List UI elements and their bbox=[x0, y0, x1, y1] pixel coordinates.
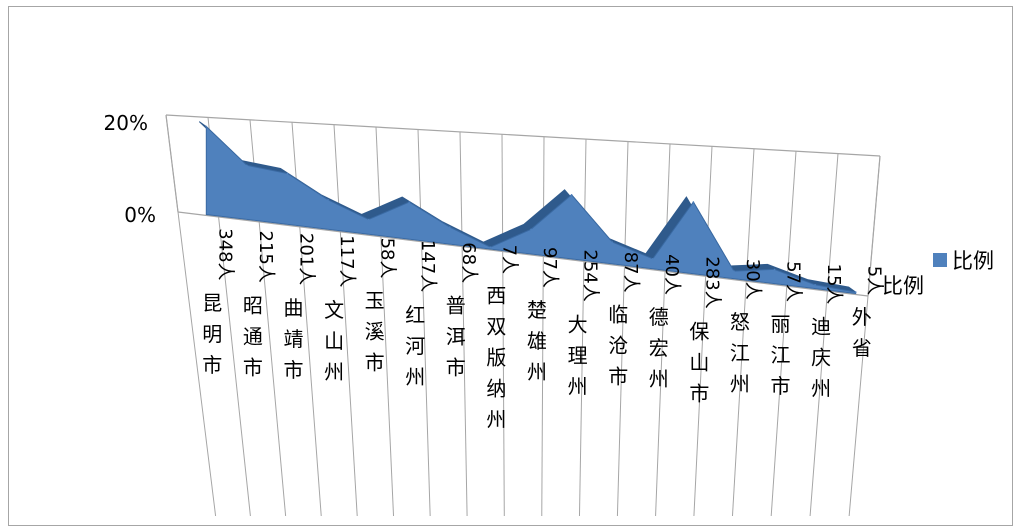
area-point bbox=[692, 201, 695, 203]
y-axis: 20% 0% bbox=[104, 111, 156, 227]
category-name-label: 大理州 bbox=[568, 312, 588, 398]
category-name-label: 保山市 bbox=[689, 319, 709, 405]
category-count-label: 201人 bbox=[296, 233, 317, 285]
category-name-label: 普洱市 bbox=[446, 293, 466, 379]
category-name-label: 昆明市 bbox=[202, 291, 222, 377]
category-count-label: 68人 bbox=[458, 242, 479, 283]
legend-label: 比例 bbox=[952, 249, 994, 273]
category-count-label: 283人 bbox=[701, 256, 722, 308]
category-count-label: 57人 bbox=[783, 261, 804, 302]
category-count-label: 15人 bbox=[823, 264, 844, 305]
category-count-label: 147人 bbox=[417, 240, 438, 292]
legend: 比例 bbox=[933, 249, 994, 273]
category-divider bbox=[693, 146, 713, 516]
area-point bbox=[246, 164, 248, 167]
category-count-label: 254人 bbox=[580, 249, 601, 301]
category-name-label: 楚雄州 bbox=[527, 298, 547, 384]
category-divider bbox=[770, 151, 797, 516]
category-count-label: 97人 bbox=[539, 247, 560, 288]
area-point bbox=[205, 125, 208, 128]
area-point bbox=[570, 194, 573, 196]
area-point bbox=[733, 270, 735, 272]
category-name-label: 临沧市 bbox=[608, 303, 628, 389]
area-point bbox=[651, 258, 654, 260]
area-point bbox=[489, 246, 492, 248]
area-point bbox=[611, 241, 613, 243]
series-axis-label: 比例 bbox=[882, 274, 924, 298]
category-count-label: 30人 bbox=[742, 259, 763, 300]
category-count-label: 7人 bbox=[498, 245, 519, 274]
category-name-label: 丽江市 bbox=[771, 312, 791, 398]
y-tick-label: 0% bbox=[124, 203, 156, 227]
category-divider bbox=[501, 134, 505, 516]
area-point bbox=[530, 228, 532, 231]
legend-swatch bbox=[933, 253, 947, 267]
category-divider bbox=[541, 136, 545, 516]
category-divider bbox=[333, 124, 358, 516]
category-divider bbox=[848, 155, 881, 516]
category-name-label: 外省 bbox=[852, 305, 872, 360]
category-divider bbox=[417, 129, 431, 516]
category-divider bbox=[165, 114, 217, 516]
category-divider bbox=[375, 127, 395, 516]
category-count-label: 215人 bbox=[255, 231, 276, 283]
category-name-label: 怒江州 bbox=[730, 310, 750, 396]
area-point bbox=[449, 226, 451, 228]
category-name-label: 红河州 bbox=[405, 303, 425, 389]
category-divider bbox=[459, 131, 468, 516]
category-count-label: 117人 bbox=[336, 235, 357, 287]
area-point bbox=[773, 268, 776, 271]
area-point bbox=[854, 291, 857, 293]
area-fill bbox=[205, 125, 857, 295]
area-point bbox=[814, 283, 816, 286]
category-name-label: 迪庆州 bbox=[811, 315, 831, 401]
area-series bbox=[198, 121, 857, 295]
category-divider bbox=[809, 153, 839, 516]
category-count-label: 5人 bbox=[864, 266, 885, 295]
area-point bbox=[367, 218, 370, 221]
category-divider bbox=[655, 143, 671, 516]
category-count-label: 348人 bbox=[214, 228, 235, 280]
area-point bbox=[408, 201, 411, 203]
category-count-label: 58人 bbox=[377, 238, 398, 279]
category-name-label: 曲靖市 bbox=[284, 296, 304, 382]
area-point bbox=[286, 172, 289, 175]
category-divider bbox=[578, 139, 587, 516]
category-name-label: 德宏州 bbox=[649, 305, 669, 391]
y-tick-label: 20% bbox=[104, 111, 148, 135]
category-count-label: 87人 bbox=[620, 252, 641, 293]
back-top-edge bbox=[165, 114, 881, 157]
category-divider bbox=[616, 141, 629, 516]
category-name-label: 玉溪市 bbox=[365, 289, 385, 375]
category-divider bbox=[731, 148, 755, 516]
category-name-label: 西双版纳州 bbox=[486, 284, 506, 432]
area-point bbox=[327, 199, 329, 201]
category-name-label: 文山州 bbox=[324, 298, 344, 384]
floor-front-edge bbox=[177, 211, 869, 297]
category-name-label: 昭通市 bbox=[243, 294, 263, 380]
category-count-label: 40人 bbox=[661, 254, 682, 295]
chart-walls bbox=[165, 114, 881, 516]
